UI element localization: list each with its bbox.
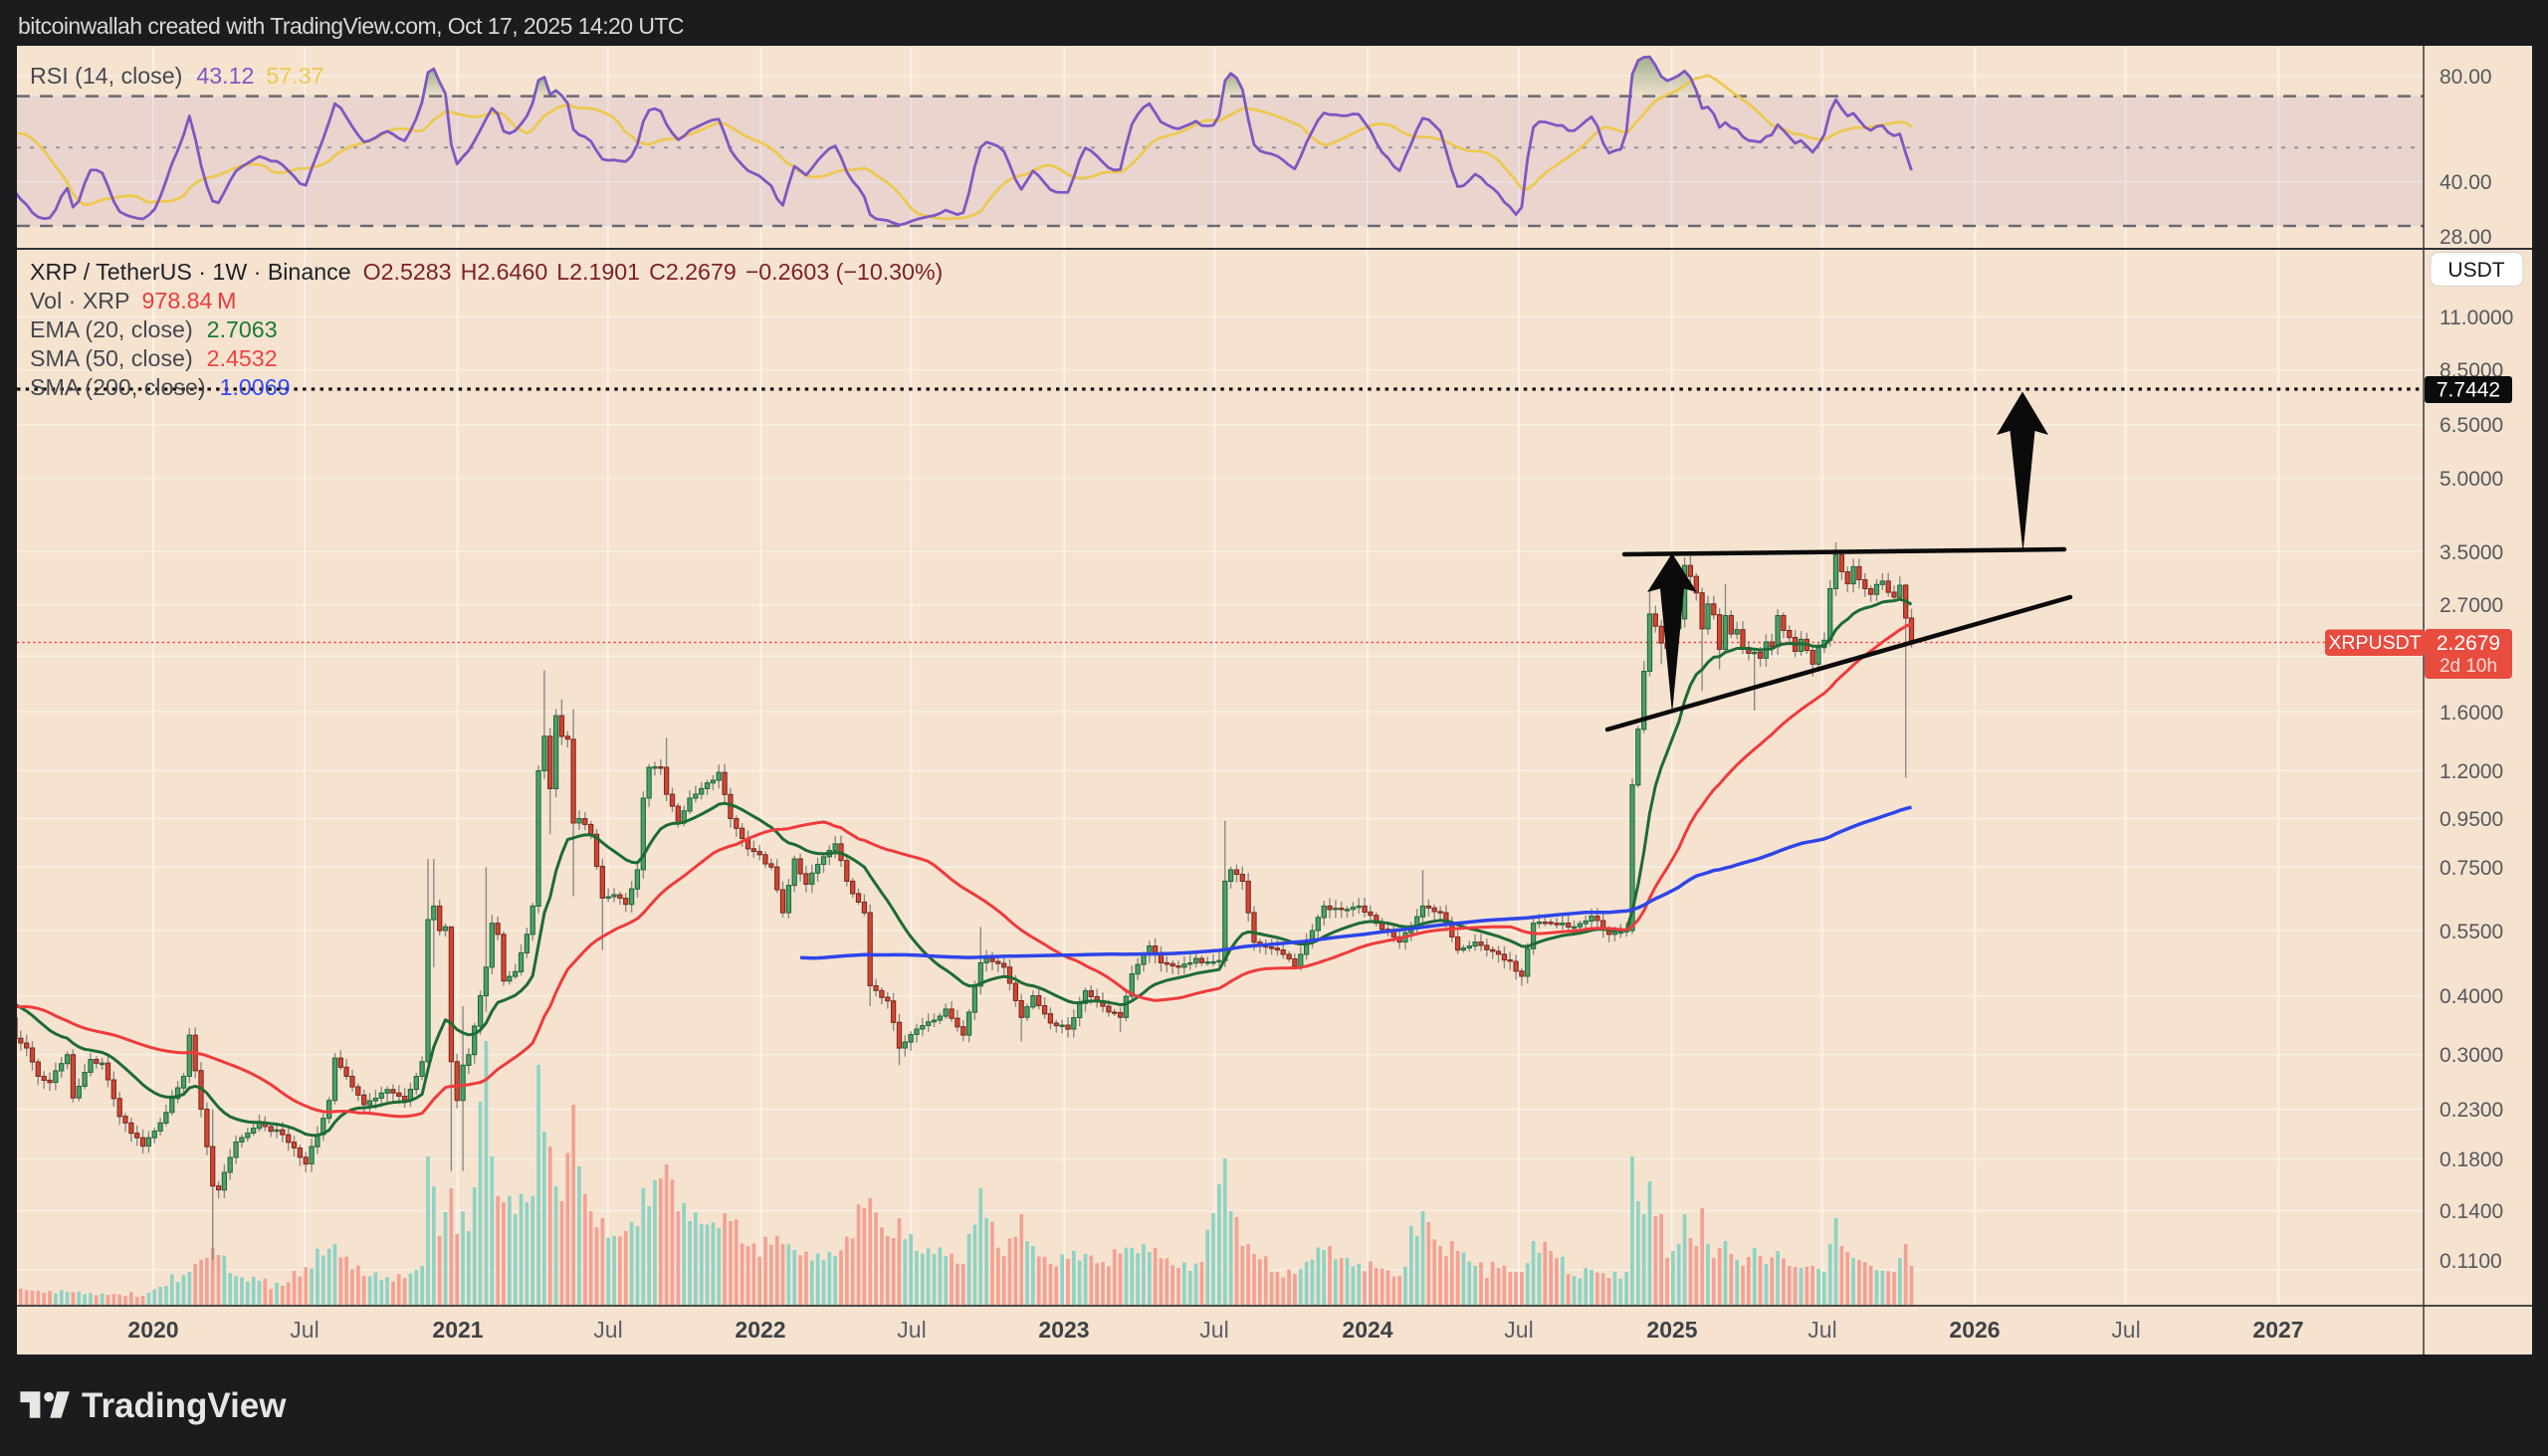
svg-text:5.0000: 5.0000: [2440, 468, 2503, 491]
svg-text:0.4000: 0.4000: [2440, 985, 2503, 1008]
svg-text:0.1800: 0.1800: [2440, 1148, 2503, 1171]
svg-text:3.5000: 3.5000: [2440, 541, 2503, 564]
svg-text:EMA (20, close)2.7063: EMA (20, close) 2.7063: [30, 316, 278, 342]
svg-text:2023: 2023: [1038, 1317, 1089, 1343]
svg-text:Jul: Jul: [1199, 1317, 1228, 1343]
svg-text:Jul: Jul: [290, 1317, 318, 1343]
svg-text:11.0000: 11.0000: [2440, 307, 2513, 329]
svg-text:2025: 2025: [1646, 1317, 1697, 1343]
svg-text:0.1100: 0.1100: [2440, 1250, 2502, 1273]
svg-text:6.5000: 6.5000: [2440, 414, 2503, 437]
svg-text:Jul: Jul: [1807, 1317, 1836, 1343]
svg-text:2020: 2020: [127, 1317, 178, 1343]
svg-text:SMA (50, close)2.4532: SMA (50, close) 2.4532: [30, 345, 278, 371]
svg-text:2d 10h: 2d 10h: [2440, 656, 2497, 677]
svg-text:7.7442: 7.7442: [2437, 379, 2500, 402]
svg-text:2026: 2026: [1949, 1317, 2000, 1343]
svg-text:XRPUSDT: XRPUSDT: [2328, 632, 2421, 654]
svg-text:40.00: 40.00: [2440, 171, 2492, 194]
svg-text:2022: 2022: [735, 1317, 785, 1343]
svg-text:TradingView: TradingView: [82, 1386, 287, 1425]
svg-text:Jul: Jul: [593, 1317, 622, 1343]
svg-text:bitcoinwallah created with Tra: bitcoinwallah created with TradingView.c…: [18, 13, 684, 39]
svg-text:0.9500: 0.9500: [2440, 808, 2503, 831]
svg-text:Jul: Jul: [1504, 1317, 1533, 1343]
svg-text:2.7000: 2.7000: [2440, 594, 2503, 617]
svg-text:2024: 2024: [1342, 1317, 1392, 1343]
svg-text:USDT: USDT: [2447, 259, 2504, 282]
svg-text:1.6000: 1.6000: [2440, 702, 2503, 725]
svg-text:28.00: 28.00: [2440, 226, 2492, 249]
svg-text:Jul: Jul: [897, 1317, 926, 1343]
svg-text:2027: 2027: [2252, 1317, 2303, 1343]
svg-text:2.2679: 2.2679: [2437, 632, 2500, 655]
svg-text:0.1400: 0.1400: [2440, 1200, 2503, 1223]
svg-text:2021: 2021: [432, 1317, 483, 1343]
svg-text:1.2000: 1.2000: [2440, 760, 2503, 783]
svg-text:0.7500: 0.7500: [2440, 857, 2503, 880]
svg-text:80.00: 80.00: [2440, 66, 2492, 89]
svg-text:Jul: Jul: [2111, 1317, 2140, 1343]
svg-text:0.2300: 0.2300: [2440, 1099, 2503, 1122]
svg-text:0.3000: 0.3000: [2440, 1044, 2503, 1067]
svg-text:SMA (200, close)1.0069: SMA (200, close) 1.0069: [30, 374, 290, 400]
svg-text:0.5500: 0.5500: [2440, 921, 2503, 943]
